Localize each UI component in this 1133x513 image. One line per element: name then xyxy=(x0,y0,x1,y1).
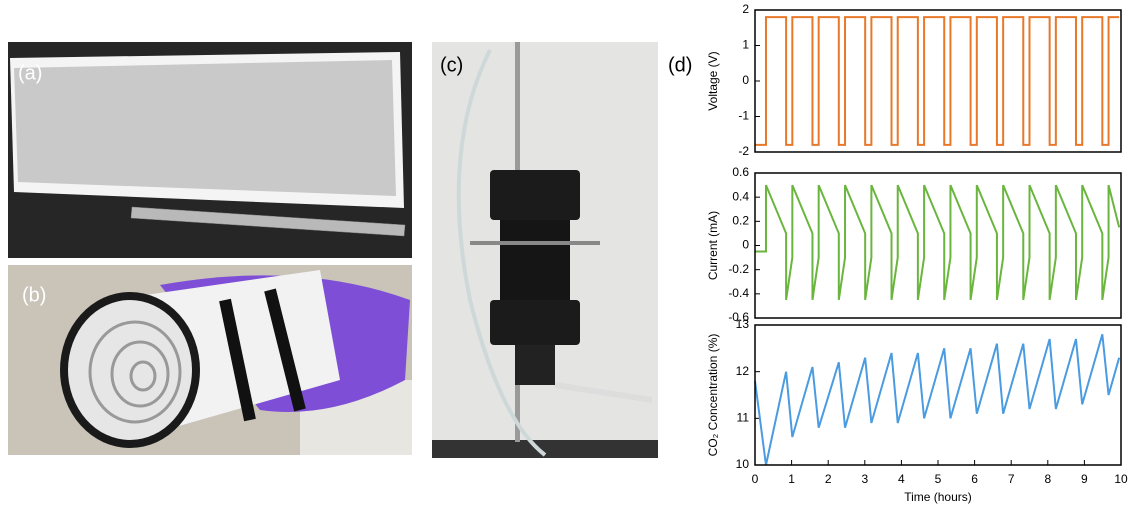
x-axis-label: Time (hours) xyxy=(904,490,972,504)
y-tick-label: 0 xyxy=(742,73,749,87)
data-line xyxy=(755,184,1121,301)
y-tick-label: 0.4 xyxy=(732,189,749,203)
panel-label: (a) xyxy=(18,62,42,84)
x-tick-label: 4 xyxy=(898,472,905,486)
y-tick-label: -0.4 xyxy=(728,286,749,300)
y-tick-label: 0 xyxy=(742,238,749,252)
y-tick-label: 12 xyxy=(736,364,750,378)
y-tick-label: 10 xyxy=(736,457,750,471)
y-tick-label: -2 xyxy=(738,144,749,158)
photo-b: (b) xyxy=(8,265,412,455)
x-tick-label: 2 xyxy=(825,472,832,486)
x-tick-label: 10 xyxy=(1114,472,1128,486)
photo-a: (a) xyxy=(8,42,412,258)
x-tick-label: 7 xyxy=(1008,472,1015,486)
y-tick-label: -1 xyxy=(738,109,749,123)
x-tick-label: 8 xyxy=(1044,472,1051,486)
x-tick-label: 5 xyxy=(935,472,942,486)
photo-c: (c) xyxy=(432,42,658,458)
y-tick-label: 13 xyxy=(736,317,750,331)
y-tick-label: -0.2 xyxy=(728,262,749,276)
panel-label: (b) xyxy=(22,284,46,306)
y-axis-label: CO₂ Concentration (%) xyxy=(706,334,720,457)
y-tick-label: 1 xyxy=(742,38,749,52)
y-axis-label: Voltage (V) xyxy=(706,51,720,110)
plot-frame xyxy=(754,324,1122,466)
y-tick-label: 0.6 xyxy=(732,165,749,179)
x-tick-label: 1 xyxy=(788,472,795,486)
x-tick-label: 3 xyxy=(861,472,868,486)
x-tick-label: 0 xyxy=(752,472,759,486)
plot-frame xyxy=(754,172,1122,319)
data-line xyxy=(754,334,1121,466)
x-tick-label: 9 xyxy=(1081,472,1088,486)
panel-label: (c) xyxy=(440,54,463,76)
panel-label: (d) xyxy=(668,54,692,76)
data-line xyxy=(755,16,1120,146)
y-tick-label: 0.2 xyxy=(732,214,749,228)
y-tick-label: -0.6 xyxy=(728,310,749,324)
plot-frame xyxy=(754,9,1122,153)
y-tick-label: 11 xyxy=(737,411,750,425)
y-tick-label: 2 xyxy=(742,2,749,16)
y-axis-label: Current (mA) xyxy=(706,211,720,280)
x-tick-label: 6 xyxy=(971,472,978,486)
